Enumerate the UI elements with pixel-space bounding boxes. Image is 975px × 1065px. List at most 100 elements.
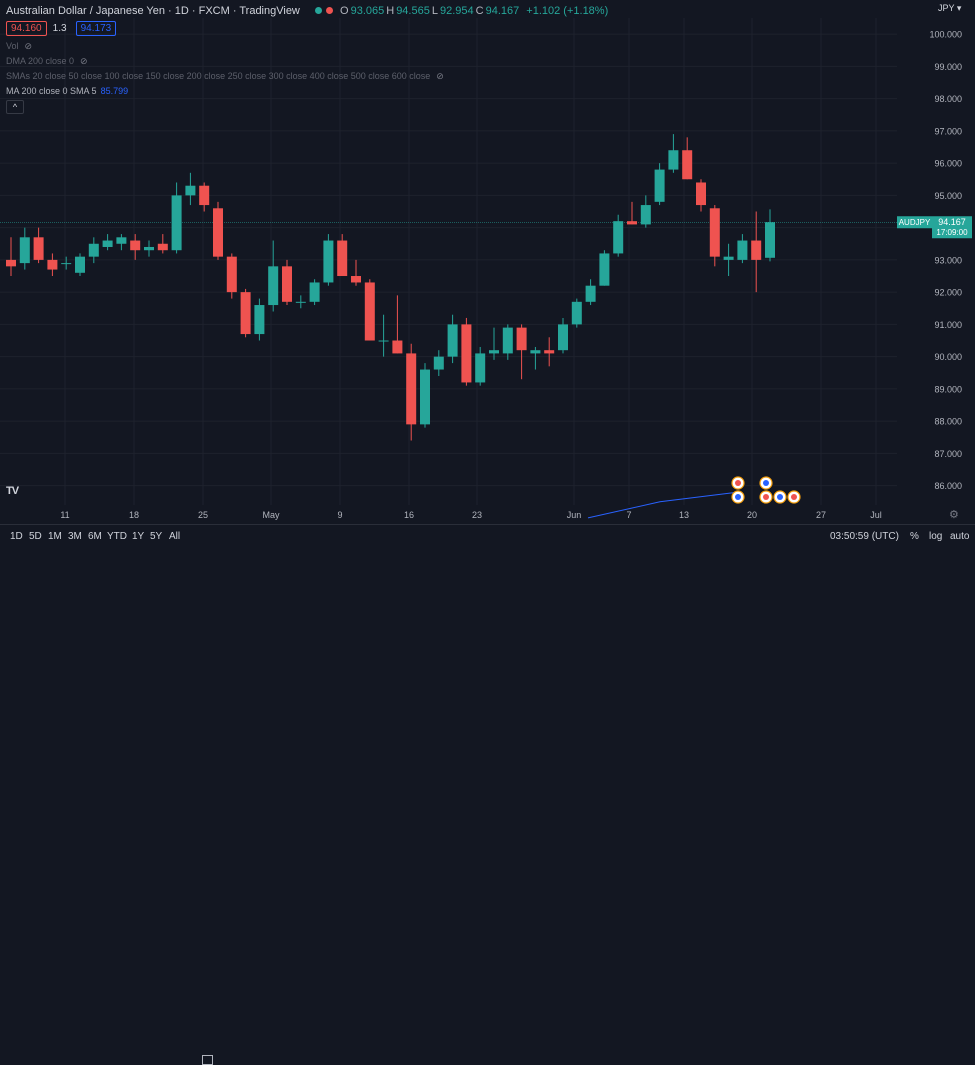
candle-body: [130, 240, 141, 251]
event-flag: [735, 480, 741, 486]
economic-event-icon[interactable]: [731, 490, 745, 504]
y-tick-label: 99.000: [934, 62, 962, 72]
indicator-vol[interactable]: Vol ⊘: [6, 41, 32, 52]
candles: [6, 134, 775, 441]
market-status[interactable]: [313, 5, 335, 17]
y-tick-label: 90.000: [934, 352, 962, 362]
candle: [392, 295, 403, 354]
candle: [378, 314, 389, 357]
economic-event-icon[interactable]: [787, 490, 801, 504]
candle-body: [282, 266, 292, 302]
timeframe-1d[interactable]: 1D: [10, 531, 23, 542]
currency-selector[interactable]: JPY ▾: [938, 3, 962, 13]
candle-body: [668, 150, 679, 170]
candle-body: [571, 301, 582, 325]
candle: [433, 350, 444, 376]
economic-event-icon[interactable]: [773, 490, 787, 504]
change-value: +1.102 (+1.18%): [526, 5, 609, 17]
candle-body: [185, 185, 196, 196]
chart-grid: [0, 18, 897, 505]
candle: [116, 234, 127, 251]
ohlc-values: O 93.065 H 94.565 L 92.954 C 94.167: [340, 5, 521, 17]
y-tick-label: 98.000: [934, 94, 962, 104]
candle: [19, 227, 30, 270]
eye-off-icon[interactable]: ⊘: [80, 56, 88, 66]
candle: [75, 253, 85, 277]
indicator-dma[interactable]: DMA 200 close 0 ⊘: [6, 56, 88, 67]
gear-icon[interactable]: ⚙: [949, 509, 959, 521]
event-flag: [791, 494, 797, 500]
candle-body: [102, 240, 113, 247]
candle-body: [737, 240, 748, 260]
ohlc-value: 94.167: [485, 5, 520, 17]
utc-clock[interactable]: 03:50:59 (UTC): [830, 531, 899, 542]
ask-button[interactable]: 94.173: [75, 21, 117, 36]
y-tick-label: 92.000: [934, 288, 962, 298]
candle: [475, 346, 486, 386]
candle: [309, 279, 320, 306]
timeframe-all[interactable]: All: [169, 531, 181, 542]
candle: [668, 134, 679, 173]
timeframe-6m[interactable]: 6M: [88, 531, 102, 542]
y-tick-label: 89.000: [934, 384, 962, 394]
candle: [489, 327, 499, 360]
candle-body: [309, 282, 320, 302]
price-chart[interactable]: 86.000 87.000 88.000 89.000 90.000 91.000 92.0…: [0, 0, 975, 524]
auto-toggle[interactable]: auto: [950, 531, 970, 542]
candle-body: [392, 340, 403, 354]
candle: [502, 324, 513, 360]
economic-event-icon[interactable]: [759, 476, 773, 490]
economic-event-icon[interactable]: [759, 490, 773, 504]
candle-body: [751, 240, 762, 260]
candle: [420, 363, 430, 428]
indicator-smas[interactable]: SMAs 20 close 50 close 100 close 150 clo…: [6, 71, 444, 82]
eye-off-icon[interactable]: ⊘: [24, 41, 33, 51]
candle: [654, 163, 665, 206]
timeframe-5y[interactable]: 5Y: [150, 531, 163, 542]
tradingview-logo[interactable]: TV: [6, 485, 19, 497]
bottom-toolbar: 1D 5D 1M 3M 6M YTD 1Y 5Y All 03:50:59 (U…: [0, 524, 975, 1065]
x-tick-label: May: [262, 510, 280, 520]
percent-toggle[interactable]: %: [910, 531, 919, 542]
candle-body: [489, 350, 499, 354]
x-tick-label: 18: [129, 510, 139, 520]
calendar-icon[interactable]: [202, 1055, 213, 1065]
log-toggle[interactable]: log: [929, 531, 943, 542]
candle-body: [226, 256, 237, 293]
candle: [130, 234, 141, 260]
timeframe-1m[interactable]: 1M: [48, 531, 62, 542]
candle: [323, 234, 334, 286]
y-tick-label: 91.000: [934, 320, 962, 330]
timeframe-ytd[interactable]: YTD: [107, 531, 127, 542]
timeframe-5d[interactable]: 5D: [29, 531, 42, 542]
candle: [102, 234, 113, 251]
y-tick-label: 86.000: [934, 481, 962, 491]
candle-body: [323, 240, 334, 283]
collapse-legend-button[interactable]: ^: [6, 100, 24, 114]
candle: [530, 346, 541, 370]
candle: [185, 172, 196, 206]
candle: [240, 288, 251, 338]
candle-body: [254, 305, 265, 335]
candle: [613, 214, 624, 257]
candle-body: [585, 285, 596, 302]
symbol-title[interactable]: Australian Dollar / Japanese Yen · 1D · …: [6, 5, 300, 17]
indicator-label: SMAs 20 close 50 close 100 close 150 clo…: [6, 71, 431, 81]
candle-body: [558, 324, 568, 351]
timeframe-3m[interactable]: 3M: [68, 531, 82, 542]
x-tick-label: 11: [60, 510, 69, 520]
ohlc-label: H: [386, 5, 395, 17]
spread-value: 1.3: [52, 23, 67, 34]
economic-event-icon[interactable]: [731, 476, 745, 490]
timeframe-1y[interactable]: 1Y: [132, 531, 145, 542]
eye-off-icon[interactable]: ⊘: [436, 71, 444, 81]
candle: [640, 195, 651, 228]
bid-button[interactable]: 94.160: [6, 21, 47, 36]
candle-body: [144, 246, 154, 251]
indicator-label: Vol: [6, 41, 19, 51]
candle: [144, 240, 154, 257]
x-tick-label: 16: [404, 510, 414, 520]
indicator-ma[interactable]: MA 200 close 0 SMA 5 85.799: [6, 86, 128, 96]
candle: [558, 317, 568, 354]
candle-body: [709, 208, 720, 257]
